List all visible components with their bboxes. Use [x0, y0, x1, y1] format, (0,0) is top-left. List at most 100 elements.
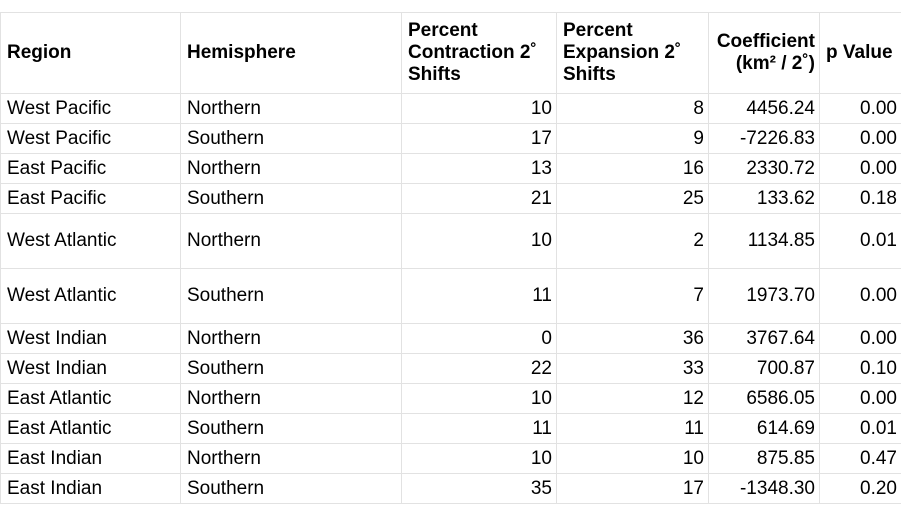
cell-hemisphere[interactable]: Southern [180, 353, 402, 384]
table-row: East Pacific Southern 21 25 133.62 0.18 [0, 183, 901, 214]
cell-p-value[interactable]: 0.00 [819, 93, 901, 124]
cell-percent-contraction[interactable]: 17 [401, 123, 557, 154]
cell-percent-expansion[interactable]: 9 [556, 123, 709, 154]
cell-p-value[interactable]: 0.20 [819, 473, 901, 504]
cell-region[interactable]: East Atlantic [0, 383, 181, 414]
cell-region[interactable]: East Pacific [0, 183, 181, 214]
cell-coefficient[interactable]: 700.87 [708, 353, 820, 384]
cell-region[interactable]: West Indian [0, 323, 181, 354]
cell-coefficient[interactable]: 875.85 [708, 443, 820, 474]
table-row: East Atlantic Southern 11 11 614.69 0.01 [0, 413, 901, 444]
cell-coefficient[interactable]: 1973.70 [708, 268, 820, 324]
cell-percent-expansion[interactable]: 17 [556, 473, 709, 504]
table-row: West Pacific Northern 10 8 4456.24 0.00 [0, 93, 901, 124]
table-row: West Indian Southern 22 33 700.87 0.10 [0, 353, 901, 384]
cell-region[interactable]: West Atlantic [0, 268, 181, 324]
cell-p-value[interactable]: 0.00 [819, 383, 901, 414]
cell-percent-expansion[interactable]: 25 [556, 183, 709, 214]
header-expansion-line1: Percent [563, 20, 633, 41]
cell-region[interactable]: West Pacific [0, 123, 181, 154]
cell-p-value[interactable]: 0.00 [819, 153, 901, 184]
cell-percent-contraction[interactable]: 10 [401, 213, 557, 269]
cell-p-value[interactable]: 0.01 [819, 413, 901, 444]
cell-hemisphere[interactable]: Southern [180, 183, 402, 214]
cell-coefficient[interactable]: 4456.24 [708, 93, 820, 124]
cell-percent-contraction[interactable]: 11 [401, 268, 557, 324]
cell-hemisphere[interactable]: Southern [180, 413, 402, 444]
cell-p-value[interactable]: 0.01 [819, 213, 901, 269]
cell-region[interactable]: East Pacific [0, 153, 181, 184]
cell-percent-expansion[interactable]: 2 [556, 213, 709, 269]
cell-hemisphere[interactable]: Northern [180, 323, 402, 354]
cell-percent-expansion[interactable]: 33 [556, 353, 709, 384]
cell-percent-contraction[interactable]: 0 [401, 323, 557, 354]
cell-hemisphere[interactable]: Northern [180, 443, 402, 474]
cell-p-value[interactable]: 0.00 [819, 323, 901, 354]
header-contraction-line3: Shifts [408, 64, 461, 85]
table-row: East Pacific Northern 13 16 2330.72 0.00 [0, 153, 901, 184]
header-percent-contraction[interactable]: Percent Contraction 2˚ Shifts [401, 12, 557, 94]
cell-percent-expansion[interactable]: 7 [556, 268, 709, 324]
header-percent-expansion[interactable]: Percent Expansion 2˚ Shifts [556, 12, 709, 94]
cell-percent-expansion[interactable]: 16 [556, 153, 709, 184]
cell-percent-contraction[interactable]: 35 [401, 473, 557, 504]
header-contraction-line2: Contraction 2˚ [408, 42, 537, 63]
header-coefficient[interactable]: Coefficient (km² / 2˚) [708, 12, 820, 94]
header-expansion-line3: Shifts [563, 64, 616, 85]
cell-region[interactable]: West Indian [0, 353, 181, 384]
cell-region[interactable]: West Atlantic [0, 213, 181, 269]
cell-coefficient[interactable]: 6586.05 [708, 383, 820, 414]
table-row: West Atlantic Northern 10 2 1134.85 0.01 [0, 213, 901, 269]
cell-region[interactable]: East Indian [0, 473, 181, 504]
cell-region[interactable]: East Atlantic [0, 413, 181, 444]
table-row: East Indian Southern 35 17 -1348.30 0.20 [0, 473, 901, 504]
cell-coefficient[interactable]: 3767.64 [708, 323, 820, 354]
cell-percent-contraction[interactable]: 21 [401, 183, 557, 214]
table-row: East Indian Northern 10 10 875.85 0.47 [0, 443, 901, 474]
cell-region[interactable]: West Pacific [0, 93, 181, 124]
cell-hemisphere[interactable]: Northern [180, 93, 402, 124]
table-row: East Atlantic Northern 10 12 6586.05 0.00 [0, 383, 901, 414]
header-region[interactable]: Region [0, 12, 181, 94]
cell-hemisphere[interactable]: Northern [180, 153, 402, 184]
header-coefficient-line1: Coefficient [716, 31, 815, 52]
cell-p-value[interactable]: 0.00 [819, 268, 901, 324]
header-p-value[interactable]: p Value [819, 12, 901, 94]
table-row: West Indian Northern 0 36 3767.64 0.00 [0, 323, 901, 354]
table-body: West Pacific Northern 10 8 4456.24 0.00 West P… [0, 93, 901, 504]
table-row: West Pacific Southern 17 9 -7226.83 0.00 [0, 123, 901, 154]
header-expansion-line2: Expansion 2˚ [563, 42, 682, 63]
cell-coefficient[interactable]: 614.69 [708, 413, 820, 444]
cell-percent-contraction[interactable]: 10 [401, 443, 557, 474]
cell-percent-contraction[interactable]: 22 [401, 353, 557, 384]
cell-hemisphere[interactable]: Southern [180, 268, 402, 324]
cell-percent-expansion[interactable]: 8 [556, 93, 709, 124]
cell-region[interactable]: East Indian [0, 443, 181, 474]
cell-percent-expansion[interactable]: 11 [556, 413, 709, 444]
header-row: Region Hemisphere Percent Contraction 2˚… [0, 12, 901, 94]
cell-coefficient[interactable]: 2330.72 [708, 153, 820, 184]
cell-percent-expansion[interactable]: 10 [556, 443, 709, 474]
cell-p-value[interactable]: 0.18 [819, 183, 901, 214]
cell-coefficient[interactable]: 133.62 [708, 183, 820, 214]
cell-coefficient[interactable]: -7226.83 [708, 123, 820, 154]
table-row: West Atlantic Southern 11 7 1973.70 0.00 [0, 268, 901, 324]
cell-coefficient[interactable]: 1134.85 [708, 213, 820, 269]
cell-percent-expansion[interactable]: 36 [556, 323, 709, 354]
cell-percent-contraction[interactable]: 10 [401, 383, 557, 414]
cell-hemisphere[interactable]: Northern [180, 383, 402, 414]
cell-hemisphere[interactable]: Northern [180, 213, 402, 269]
cell-hemisphere[interactable]: Southern [180, 123, 402, 154]
header-contraction-line1: Percent [408, 20, 478, 41]
cell-coefficient[interactable]: -1348.30 [708, 473, 820, 504]
cell-percent-expansion[interactable]: 12 [556, 383, 709, 414]
cell-p-value[interactable]: 0.47 [819, 443, 901, 474]
cell-p-value[interactable]: 0.10 [819, 353, 901, 384]
cell-percent-contraction[interactable]: 11 [401, 413, 557, 444]
cell-p-value[interactable]: 0.00 [819, 123, 901, 154]
cell-percent-contraction[interactable]: 10 [401, 93, 557, 124]
header-hemisphere[interactable]: Hemisphere [180, 12, 402, 94]
cell-percent-contraction[interactable]: 13 [401, 153, 557, 184]
cell-hemisphere[interactable]: Southern [180, 473, 402, 504]
